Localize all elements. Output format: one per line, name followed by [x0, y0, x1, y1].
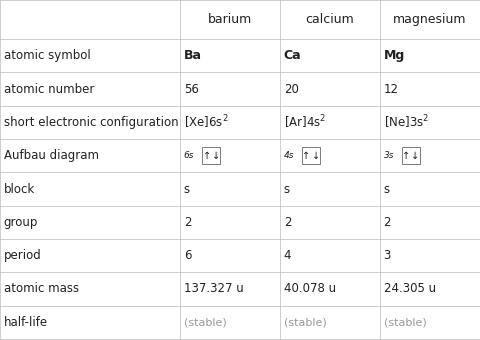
Text: Ca: Ca — [284, 49, 301, 62]
Text: block: block — [4, 183, 35, 196]
Text: magnesium: magnesium — [393, 13, 467, 26]
Text: atomic number: atomic number — [4, 83, 94, 96]
Text: s: s — [384, 183, 390, 196]
Text: 3s: 3s — [384, 151, 394, 160]
Text: ↓: ↓ — [312, 151, 320, 161]
Text: (stable): (stable) — [184, 317, 227, 327]
FancyBboxPatch shape — [402, 147, 420, 164]
Text: 20: 20 — [284, 83, 299, 96]
Text: $\mathregular{[Xe]6s}^2$: $\mathregular{[Xe]6s}^2$ — [184, 114, 228, 131]
Text: 56: 56 — [184, 83, 199, 96]
Text: group: group — [4, 216, 38, 229]
Text: 40.078 u: 40.078 u — [284, 283, 336, 295]
Text: ↑: ↑ — [402, 151, 410, 161]
Text: s: s — [184, 183, 190, 196]
Text: 2: 2 — [384, 216, 391, 229]
FancyBboxPatch shape — [202, 147, 220, 164]
Text: ↓: ↓ — [212, 151, 220, 161]
Text: 12: 12 — [384, 83, 398, 96]
Text: (stable): (stable) — [284, 317, 326, 327]
Text: Mg: Mg — [384, 49, 405, 62]
Text: $\mathregular{[Ar]4s}^2$: $\mathregular{[Ar]4s}^2$ — [284, 114, 326, 131]
Text: barium: barium — [208, 13, 252, 26]
Text: Ba: Ba — [184, 49, 202, 62]
Text: ↑: ↑ — [302, 151, 311, 161]
Text: 6: 6 — [184, 249, 192, 262]
Text: 2: 2 — [284, 216, 291, 229]
Text: atomic mass: atomic mass — [4, 283, 79, 295]
Text: $\mathregular{[Ne]3s}^2$: $\mathregular{[Ne]3s}^2$ — [384, 114, 429, 131]
Text: 24.305 u: 24.305 u — [384, 283, 436, 295]
Text: ↓: ↓ — [411, 151, 420, 161]
Text: 2: 2 — [184, 216, 192, 229]
Text: 4: 4 — [284, 249, 291, 262]
Text: 4s: 4s — [284, 151, 294, 160]
Text: period: period — [4, 249, 42, 262]
Text: 6s: 6s — [184, 151, 194, 160]
Text: Aufbau diagram: Aufbau diagram — [4, 149, 99, 162]
Text: half-life: half-life — [4, 316, 48, 329]
Text: 3: 3 — [384, 249, 391, 262]
Text: atomic symbol: atomic symbol — [4, 49, 91, 62]
FancyBboxPatch shape — [302, 147, 320, 164]
Text: 137.327 u: 137.327 u — [184, 283, 243, 295]
Text: short electronic configuration: short electronic configuration — [4, 116, 179, 129]
Text: s: s — [284, 183, 290, 196]
Text: (stable): (stable) — [384, 317, 426, 327]
Text: ↑: ↑ — [203, 151, 211, 161]
Text: calcium: calcium — [305, 13, 354, 26]
